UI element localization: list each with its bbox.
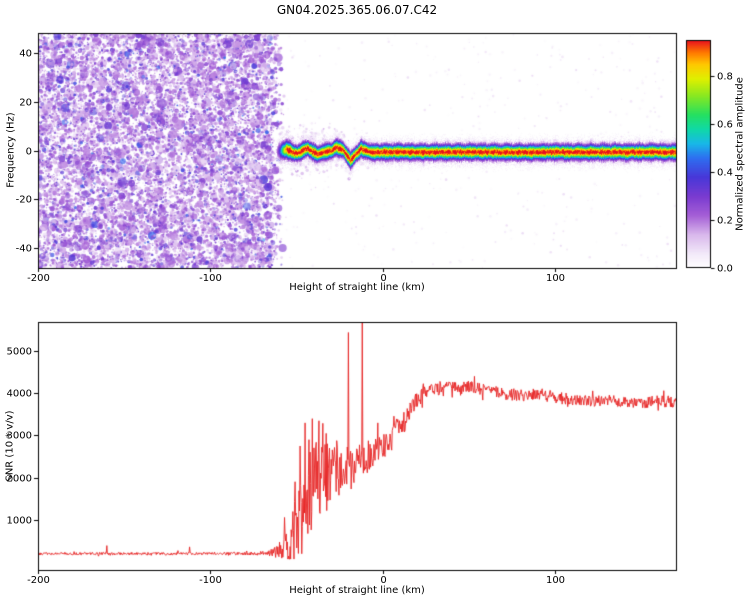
tick-label: 0.4 bbox=[717, 167, 733, 178]
top-xlabel: Height of straight line (km) bbox=[289, 282, 425, 293]
tick-label: -100 bbox=[199, 273, 222, 284]
bottom-xlabel: Height of straight line (km) bbox=[289, 585, 425, 596]
bottom-ylabel: SNR (10 * v/v) bbox=[4, 410, 16, 482]
tick-label: -40 bbox=[15, 243, 32, 254]
tick-label: 40 bbox=[19, 48, 32, 59]
tick-label: 0 bbox=[380, 273, 387, 284]
tick-label: -100 bbox=[199, 575, 222, 586]
figure-title: GN04.2025.365.06.07.C42 bbox=[276, 3, 438, 17]
tick-label: 1000 bbox=[6, 515, 32, 526]
tick-label: 0.8 bbox=[717, 71, 733, 82]
tick-label: 100 bbox=[545, 575, 566, 586]
tick-label: 0 bbox=[25, 146, 32, 157]
tick-label: 20 bbox=[19, 97, 32, 108]
tick-label: 100 bbox=[545, 273, 566, 284]
tick-label: -20 bbox=[15, 194, 32, 205]
top-ylabel: Frequency (Hz) bbox=[5, 112, 17, 188]
tick-label: 4000 bbox=[6, 388, 32, 399]
tick-label: -200 bbox=[27, 575, 50, 586]
tick-label: 2000 bbox=[6, 473, 32, 484]
colorbar-label: Normalized spectral amplitude bbox=[734, 77, 746, 231]
tick-label: 0.0 bbox=[717, 263, 733, 274]
tick-label: 5000 bbox=[6, 346, 32, 357]
tick-label: 3000 bbox=[6, 430, 32, 441]
tick-label: -200 bbox=[27, 273, 50, 284]
tick-label: 0.6 bbox=[717, 119, 733, 130]
tick-label: 0.2 bbox=[717, 215, 733, 226]
tick-label: 0 bbox=[380, 575, 387, 586]
